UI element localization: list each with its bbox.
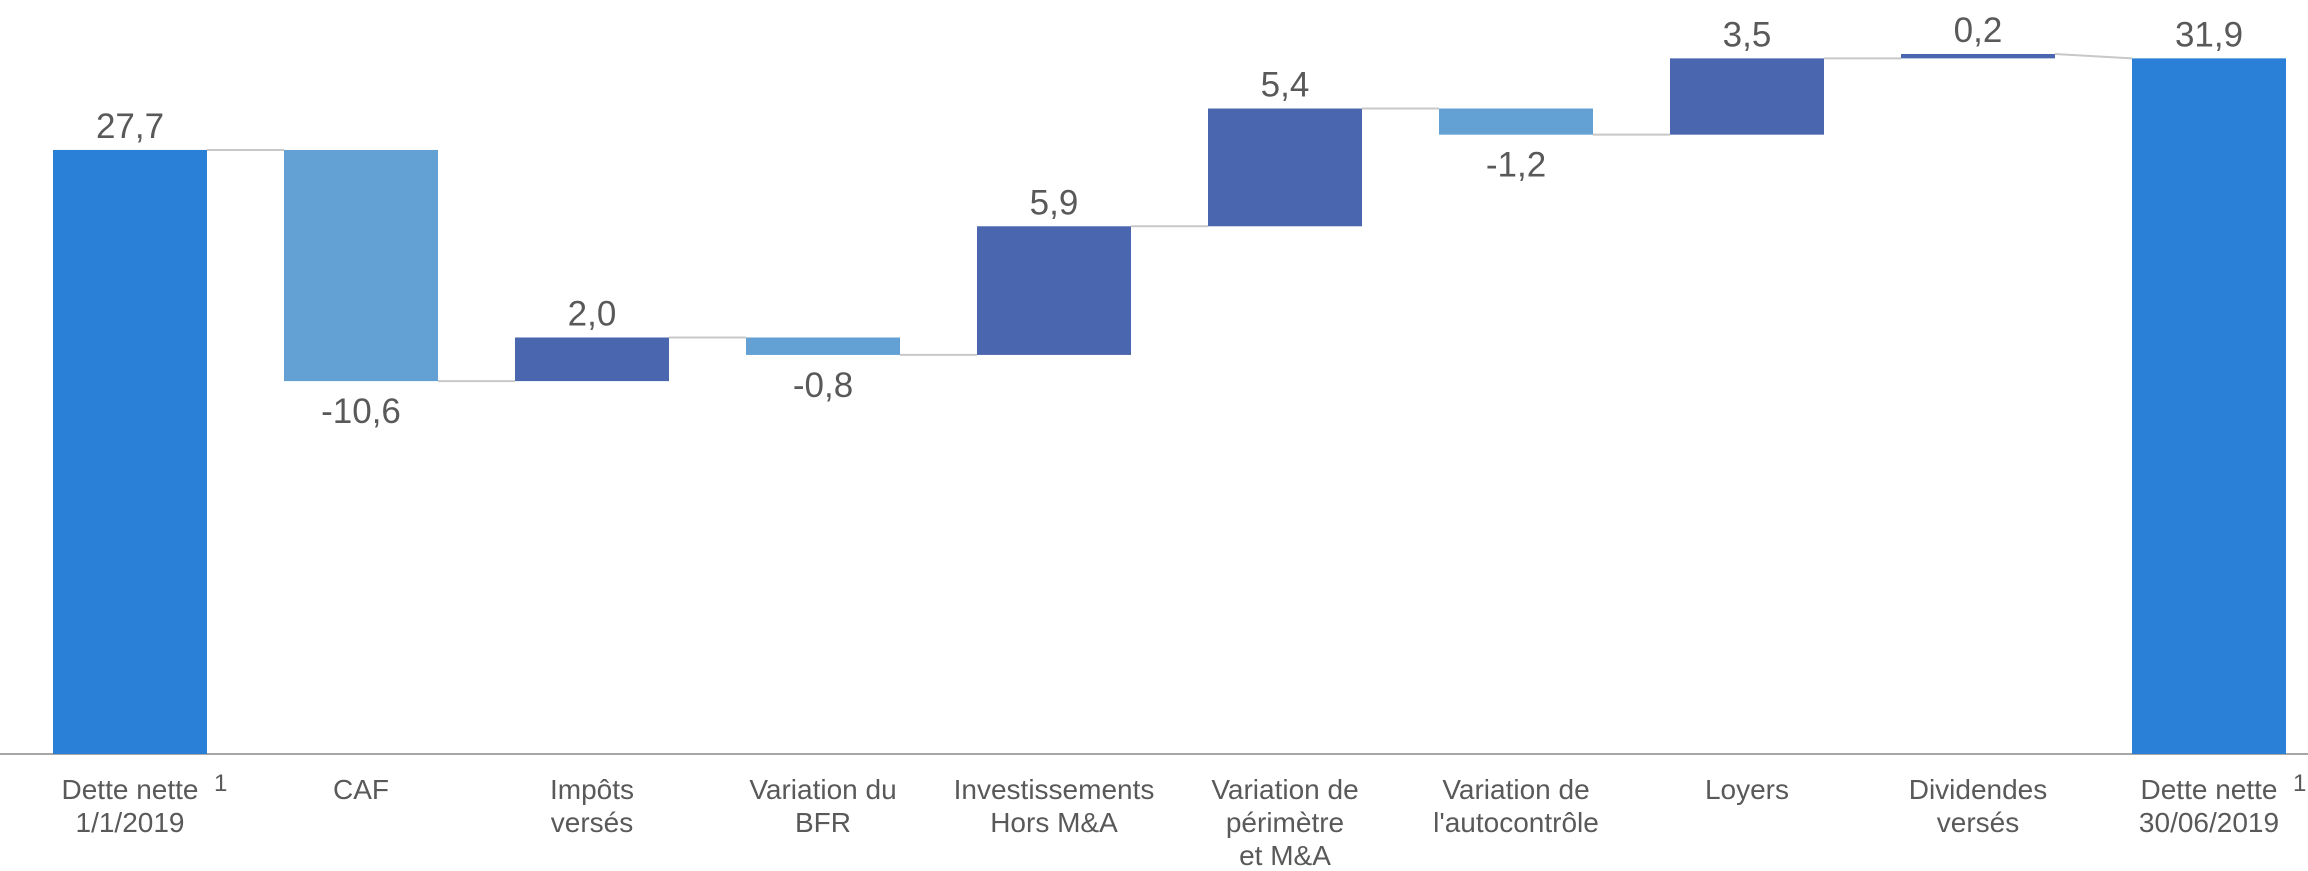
x-tick-label: Variation de — [1442, 774, 1589, 805]
value-label: 5,9 — [1030, 183, 1079, 222]
x-tick-label: Impôts — [550, 774, 634, 805]
footnote-mark: 1 — [2293, 770, 2306, 797]
x-tick-label: Dividendes — [1909, 774, 2048, 805]
value-label: -0,8 — [793, 366, 853, 405]
bar — [2132, 58, 2286, 754]
bar — [1670, 58, 1824, 135]
value-label: 27,7 — [96, 107, 164, 146]
value-label: -10,6 — [321, 392, 401, 431]
x-tick-label: versés — [1937, 807, 2019, 838]
bar — [977, 226, 1131, 355]
value-label: 0,2 — [1954, 11, 2003, 50]
value-label: 31,9 — [2175, 15, 2243, 54]
value-label: -1,2 — [1486, 146, 1546, 185]
x-tick-label: BFR — [795, 807, 851, 838]
x-tick-label: CAF — [333, 774, 389, 805]
x-tick-label: et M&A — [1239, 840, 1331, 871]
x-tick-label: 1/1/2019 — [76, 807, 185, 838]
bar — [746, 337, 900, 355]
bar — [1208, 108, 1362, 227]
x-tick-label: versés — [551, 807, 633, 838]
x-tick-label: Dette nette — [62, 774, 199, 805]
connector — [2054, 53, 2133, 60]
x-tick-label: Hors M&A — [990, 807, 1118, 838]
x-tick-label: Investissements — [954, 774, 1155, 805]
x-tick-label: Variation de — [1211, 774, 1358, 805]
x-tick-label: Variation du — [749, 774, 896, 805]
x-tick-label: 30/06/2019 — [2139, 807, 2279, 838]
bar — [284, 149, 438, 382]
bar — [1901, 54, 2055, 59]
value-label: 5,4 — [1261, 66, 1310, 105]
value-label: 2,0 — [568, 294, 617, 333]
x-tick-label: Loyers — [1705, 774, 1789, 805]
x-tick-label: périmètre — [1226, 807, 1344, 838]
value-label: 3,5 — [1723, 15, 1772, 54]
x-tick-label: l'autocontrôle — [1433, 807, 1599, 838]
bar — [1439, 108, 1593, 135]
bar — [53, 149, 207, 755]
x-tick-label: Dette nette — [2141, 774, 2278, 805]
footnote-mark: 1 — [214, 770, 227, 797]
bar — [515, 337, 669, 382]
